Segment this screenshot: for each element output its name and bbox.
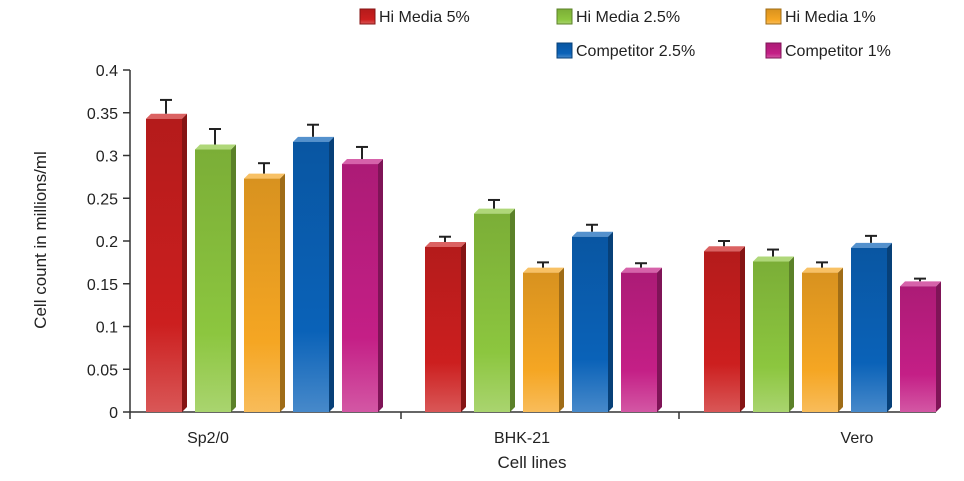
bar [293,141,329,412]
bar-top [293,136,334,142]
legend-label: Hi Media 5% [379,9,470,26]
y-tick-label: 0.4 [96,63,118,80]
y-axis-label: Cell count in millions/ml [31,151,50,329]
legend-swatch [359,8,376,25]
bar-side [740,246,745,412]
bar [572,236,608,412]
y-ticks: 0 0.05 0.1 0.15 0.2 0.25 0.3 0.35 0.4 [87,63,130,422]
x-axis-label: Cell lines [498,453,567,472]
y-tick-label: 0.1 [96,320,118,337]
bar-side [510,208,515,412]
bar [342,164,378,412]
bar [851,247,887,412]
bar [244,178,280,412]
legend-label: Competitor 2.5% [576,43,695,60]
bar [474,213,510,412]
y-tick-label: 0.25 [87,191,118,208]
y-tick-label: 0.05 [87,362,118,379]
bar-side [329,136,334,412]
bar-top [704,246,745,252]
bar-top [195,144,236,150]
y-tick-label: 0.3 [96,149,118,166]
bar [621,272,657,412]
legend-swatch [556,42,573,59]
x-tick-label: Vero [841,430,874,447]
bar-side [936,281,941,412]
bar-side [887,242,892,412]
bar-side [182,113,187,413]
bar-top [753,256,794,262]
bar-side [608,231,613,412]
bar [425,246,461,412]
bar [900,286,936,412]
x-tick-label: BHK-21 [494,430,550,447]
bar-side [789,256,794,412]
bar-side [657,267,662,412]
y-tick-label: 0 [109,405,118,422]
bar [195,149,231,412]
bar-top [342,159,383,165]
legend-swatch [765,8,782,25]
bar-top [244,173,285,179]
bar-top [621,267,662,273]
bar [802,272,838,412]
bar-top [572,231,613,237]
bar-side [280,173,285,412]
x-axis: Sp2/0 BHK-21 Vero Cell lines [129,411,936,472]
y-tick-label: 0.2 [96,234,118,251]
bar [704,251,740,412]
legend-label: Competitor 1% [785,43,891,60]
bar [753,261,789,412]
bar-side [559,267,564,412]
bar [523,272,559,412]
bar-top [474,208,515,214]
x-ticks: Sp2/0 BHK-21 Vero [129,412,874,447]
bar-top [802,267,843,273]
y-tick-label: 0.35 [87,106,118,123]
bar-top [523,267,564,273]
legend-label: Hi Media 1% [785,9,876,26]
bar-side [838,267,843,412]
bars [146,98,941,413]
bar-top [900,281,941,287]
bar-side [231,144,236,412]
x-tick-label: Sp2/0 [187,430,229,447]
bar-side [378,159,383,412]
y-axis: 0 0.05 0.1 0.15 0.2 0.25 0.3 0.35 0.4 Cell count… [31,63,131,422]
legend-label: Hi Media 2.5% [576,9,680,26]
legend: Hi Media 5% Hi Media 2.5% Hi Media 1% Compe… [359,8,891,60]
legend-swatch [556,8,573,25]
bar-top [146,113,187,119]
bar [146,118,182,413]
y-tick-label: 0.15 [87,277,118,294]
bar-top [425,241,466,247]
bar-top [851,242,892,248]
bar-side [461,241,466,412]
legend-swatch [765,42,782,59]
